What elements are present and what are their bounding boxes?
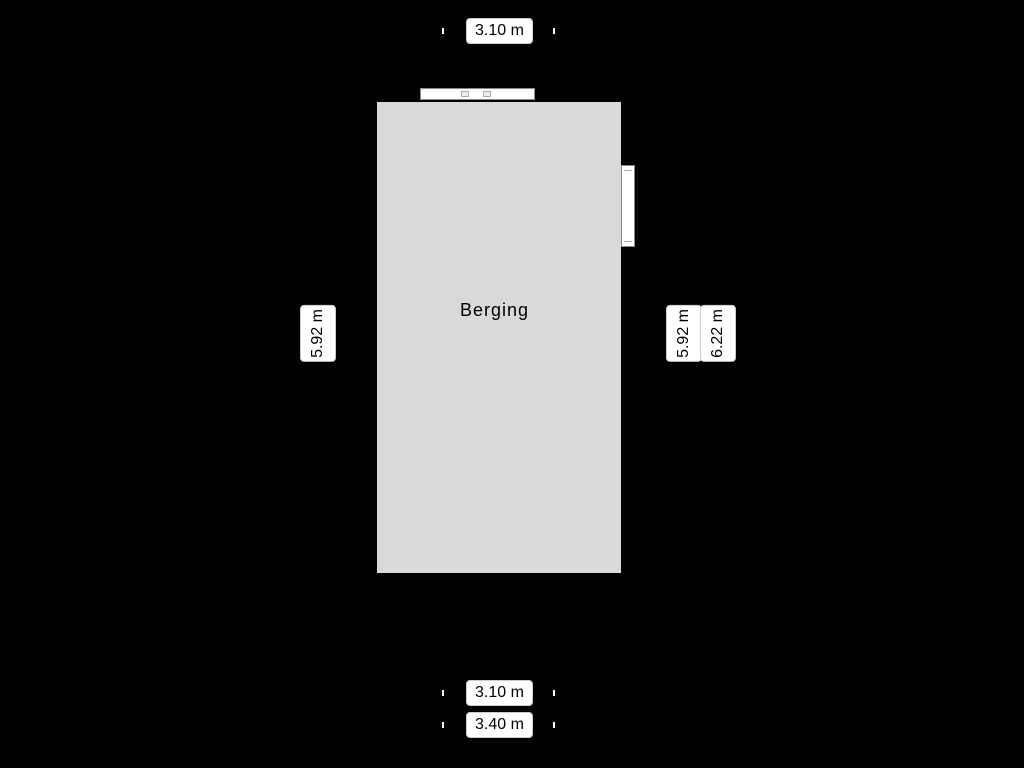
window-right: [621, 165, 635, 247]
window-top: [420, 88, 535, 100]
tick: [442, 722, 444, 728]
dim-top-width: 3.10 m: [466, 18, 533, 44]
tick: [553, 28, 555, 34]
dim-right-height-outer: 6.22 m: [700, 305, 736, 362]
dim-left-height: 5.92 m: [300, 305, 336, 362]
tick: [442, 690, 444, 696]
dim-right-height-inner: 5.92 m: [666, 305, 702, 362]
room-berging: [375, 100, 623, 575]
dim-bottom-width-outer: 3.40 m: [466, 712, 533, 738]
tick: [442, 28, 444, 34]
dim-bottom-width-inner: 3.10 m: [466, 680, 533, 706]
tick: [553, 722, 555, 728]
window-right-inner: [624, 170, 632, 242]
tick: [553, 690, 555, 696]
room-label: Berging: [460, 300, 529, 321]
